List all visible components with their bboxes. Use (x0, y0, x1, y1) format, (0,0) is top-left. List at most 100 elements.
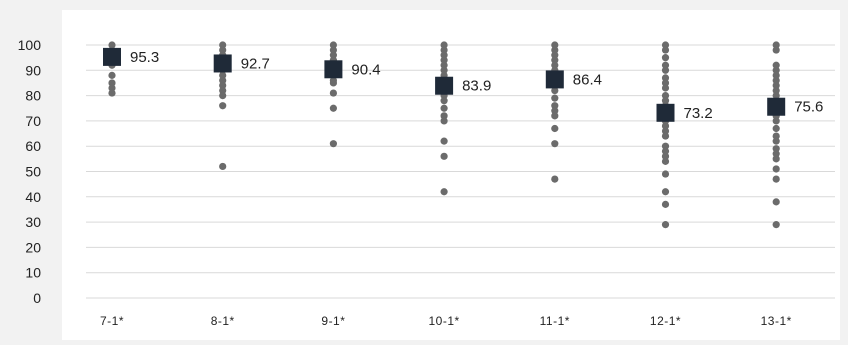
data-point (772, 145, 780, 153)
data-point (661, 200, 670, 208)
y-tick-label: 10 (25, 265, 41, 281)
data-point (440, 188, 448, 196)
data-point (661, 152, 670, 160)
data-point (661, 84, 670, 92)
data-point (329, 41, 337, 49)
data-point (661, 46, 670, 54)
data-point (772, 61, 780, 69)
data-point (108, 84, 116, 92)
mean-labels: 95.3 92.7 90.4 83.9 86.4 73.2 75.6 (130, 49, 823, 122)
data-point (772, 165, 780, 173)
data-point (551, 175, 559, 183)
data-point (219, 81, 227, 90)
mean-marker (767, 97, 786, 116)
data-point (551, 56, 559, 64)
data-point (440, 66, 448, 74)
data-point (329, 51, 337, 59)
data-point (219, 162, 227, 171)
data-point (772, 92, 780, 100)
data-point (440, 152, 448, 160)
data-point (108, 79, 116, 87)
data-point (661, 157, 670, 165)
mean-marker (656, 103, 675, 122)
data-point (551, 46, 559, 54)
data-point (661, 74, 670, 82)
data-point (219, 41, 227, 49)
data-point (440, 104, 448, 112)
x-tick-label: 12-1* (650, 314, 681, 328)
y-tick-label: 90 (25, 62, 41, 78)
data-point (551, 140, 559, 148)
data-point (661, 54, 670, 62)
x-axis-ticks: 7-1* 8-1* 9-1* 10-1* 11-1* 12-1* 13-1* (100, 314, 792, 328)
data-point (772, 117, 780, 125)
data-point (440, 97, 448, 105)
data-point (772, 86, 780, 95)
data-point (772, 76, 780, 85)
data-point (772, 66, 780, 74)
x-tick-label: 7-1* (100, 314, 124, 328)
data-point (772, 198, 780, 206)
data-point (440, 56, 448, 64)
data-point (661, 122, 670, 130)
data-point (661, 92, 670, 100)
mean-marker (103, 47, 121, 66)
data-point (772, 41, 780, 49)
data-point (661, 127, 670, 135)
data-point (661, 41, 670, 49)
data-point (108, 41, 116, 49)
data-point (440, 41, 448, 49)
data-point (440, 117, 448, 125)
data-point (551, 102, 559, 110)
data-point (661, 61, 670, 69)
y-tick-label: 70 (25, 113, 41, 129)
data-label: 86.4 (573, 71, 602, 88)
data-point (661, 221, 670, 229)
data-point (329, 46, 337, 54)
x-tick-label: 8-1* (211, 314, 235, 328)
x-tick-label: 13-1* (761, 314, 792, 328)
y-tick-label: 60 (25, 138, 41, 154)
data-point (661, 97, 670, 105)
data-point (108, 89, 116, 97)
data-point (661, 66, 670, 74)
data-point (661, 132, 670, 140)
y-tick-label: 40 (25, 189, 41, 205)
data-point (551, 112, 559, 120)
mean-marker (545, 70, 564, 89)
data-point (440, 61, 448, 69)
data-point (551, 94, 559, 102)
data-point (440, 137, 448, 145)
y-tick-label: 50 (25, 164, 41, 180)
data-label: 92.7 (241, 55, 270, 72)
data-point (440, 46, 448, 54)
data-point (661, 147, 670, 155)
mean-marker (324, 60, 343, 79)
data-point (772, 81, 780, 90)
data-point (772, 132, 780, 140)
y-tick-label: 0 (33, 290, 41, 306)
data-point (329, 89, 337, 97)
data-label: 75.6 (794, 99, 823, 116)
data-point (551, 107, 559, 115)
data-point (329, 79, 337, 87)
data-point (772, 155, 780, 163)
gridlines (86, 44, 835, 299)
data-point (551, 61, 559, 69)
x-tick-label: 9-1* (321, 314, 345, 328)
data-point (219, 71, 227, 79)
data-point (772, 71, 780, 79)
data-point (551, 124, 559, 133)
data-point (440, 112, 448, 120)
data-label: 83.9 (462, 78, 491, 95)
data-label: 90.4 (351, 61, 380, 78)
data-point (219, 102, 227, 110)
mean-marker (435, 76, 454, 95)
y-axis-ticks: 0 10 20 30 40 50 60 70 80 90 100 (18, 37, 42, 306)
y-tick-label: 30 (25, 214, 41, 230)
x-tick-label: 10-1* (429, 314, 460, 328)
data-point (661, 142, 670, 150)
data-point (661, 188, 670, 196)
